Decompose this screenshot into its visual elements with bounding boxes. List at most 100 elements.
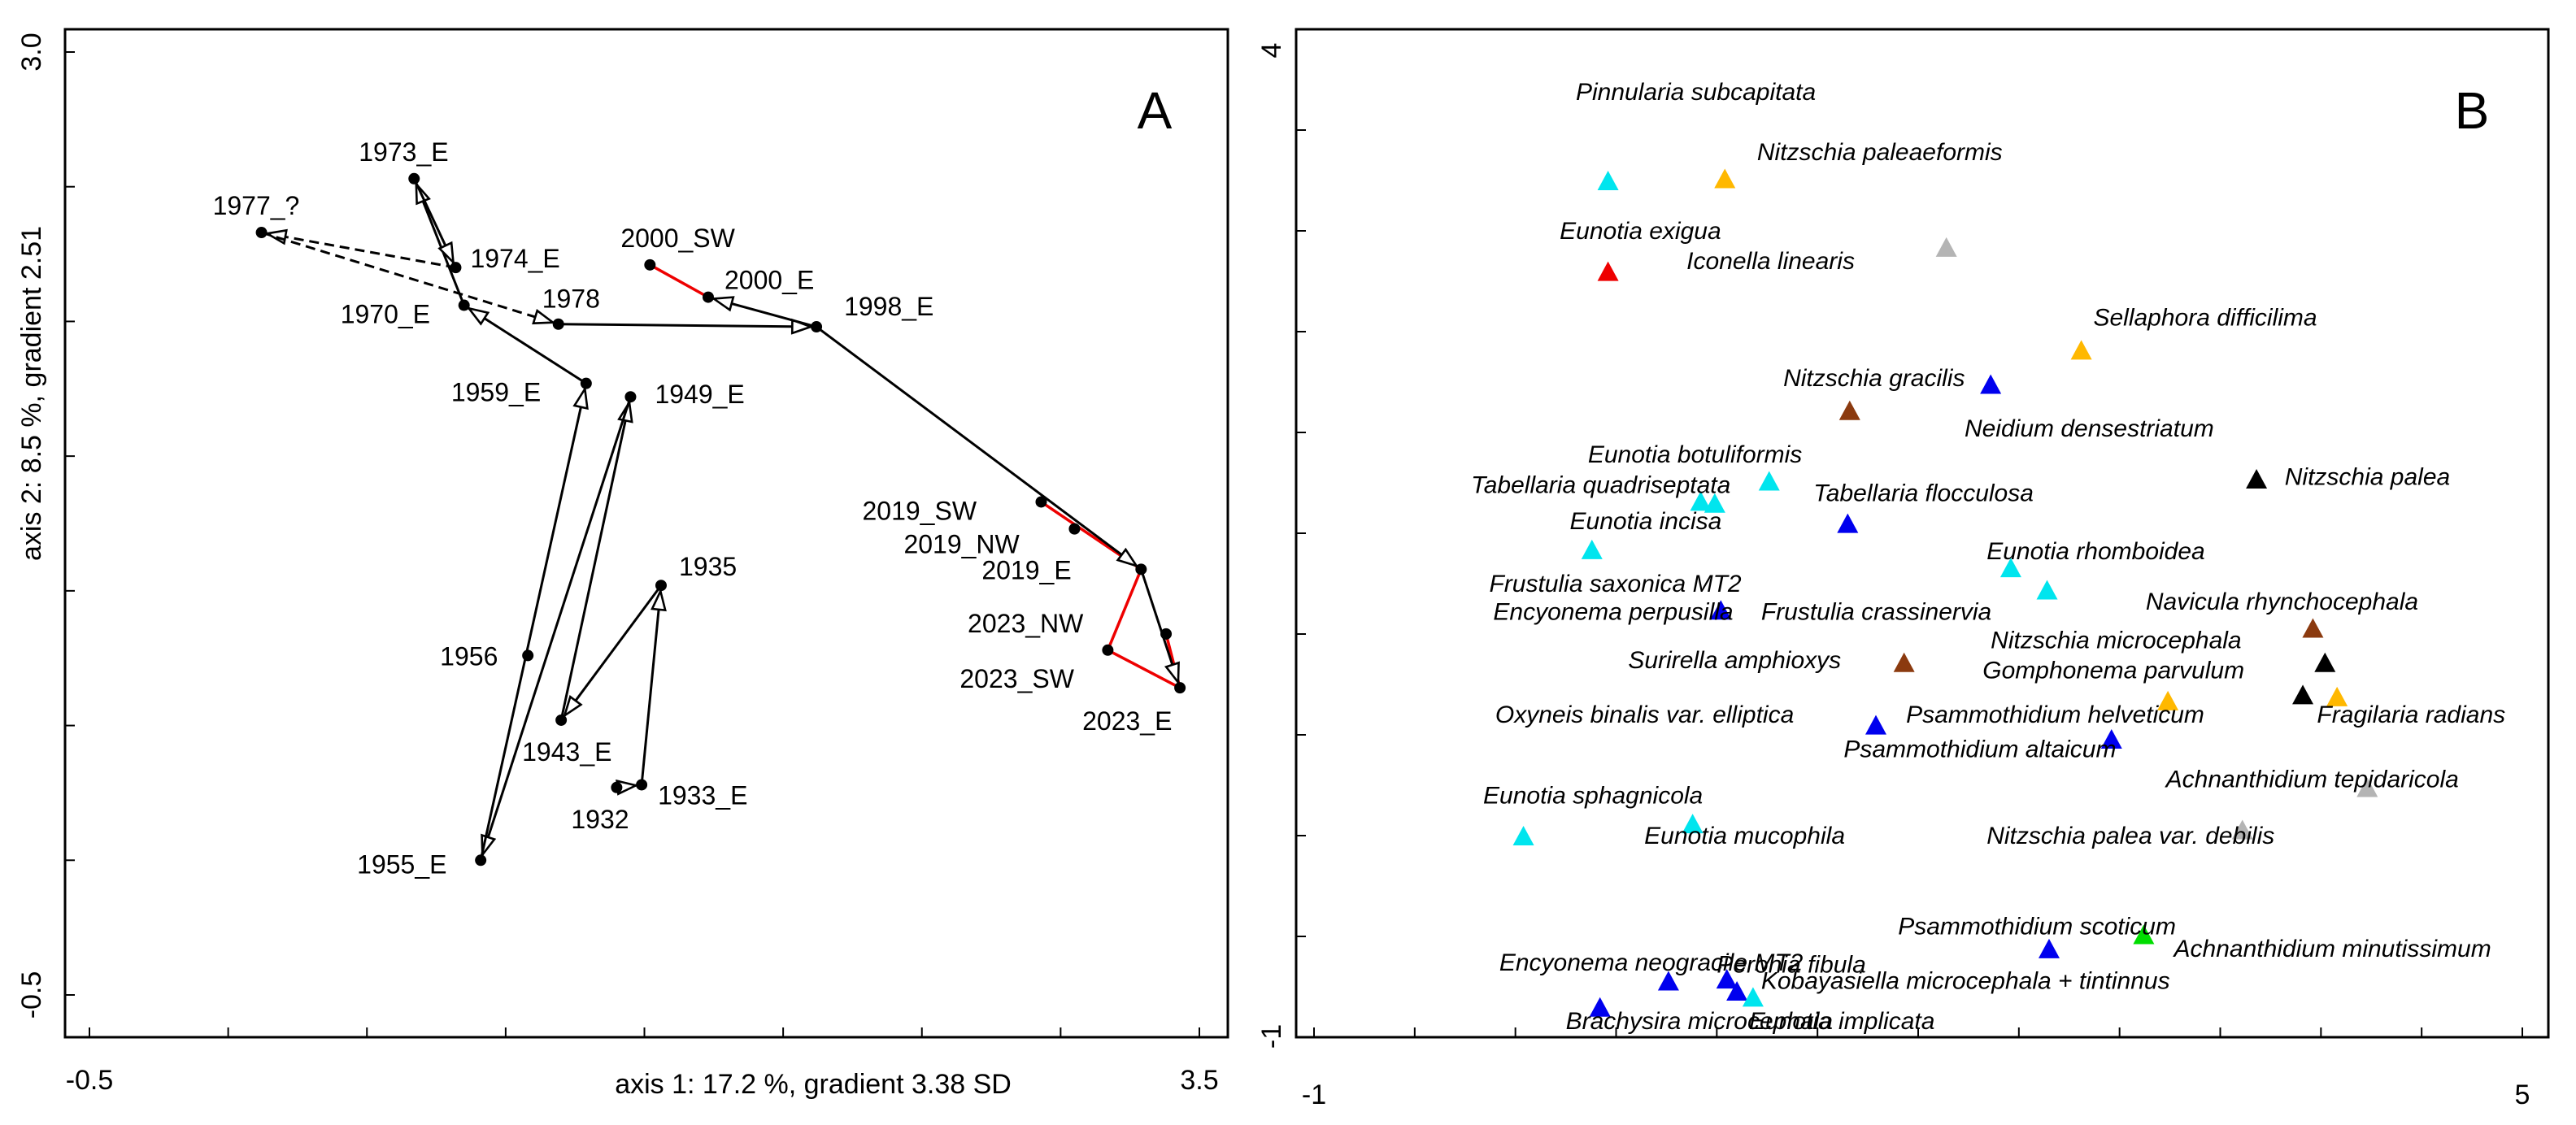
point-label-1998-e: 1998_E (844, 292, 933, 321)
species-label-kobayasiella-microcephala-tintinnus: Kobayasiella microcephala + tintinnus (1761, 967, 2170, 994)
panel-a-xtick-min: -0.5 (66, 1065, 114, 1096)
species-label-neidium-densestriatum: Neidium densestriatum (1965, 415, 2214, 442)
panel-b-xtick-max: 5 (2515, 1079, 2530, 1110)
panel-a: 1932 1933_E 1935 1943_E 1949_E 1955_E 1956 1959… (16, 28, 1229, 1100)
arrow-1955-e-to-1959-e (479, 389, 585, 861)
species-label-nitzschia-paleaeformis: Nitzschia paleaeformis (1757, 139, 2003, 166)
point-2000-e (702, 291, 714, 303)
point-label-1974-e: 1974_E (470, 244, 559, 273)
marker-psammothidium-scoticum (2038, 938, 2060, 958)
point-label-1955-e: 1955_E (357, 849, 446, 879)
arrow-1998-e-to-2019-e (816, 325, 1137, 566)
point-label-2023-nw: 2023_NW (968, 609, 1084, 638)
arrow-1974-e-to-1977 (267, 233, 456, 269)
panel-b-ticks (1296, 28, 2523, 1038)
marker-eunotia-rhomboidea (1999, 558, 2021, 578)
species-label-psammothidium-altaicum: Psammothidium altaicum (1843, 736, 2116, 762)
marker-sellaphora-difficilima (2070, 340, 2092, 360)
marker-eunotia-implicata (1742, 987, 1764, 1007)
species-label-nitzschia-palea-var-debilis: Nitzschia palea var. debilis (1986, 823, 2274, 849)
marker-eunotia-botuliformis (1758, 471, 1780, 491)
point-1959-e (580, 377, 592, 389)
marker-oxyneis-binalis-var-elliptica (1865, 715, 1886, 735)
panel-a-point-labels: 1932 1933_E 1935 1943_E 1949_E 1955_E 1956 1959… (213, 137, 1173, 880)
marker-encyonema-neogracile-mt2 (1657, 971, 1679, 991)
species-label-eunotia-sphagnicola: Eunotia sphagnicola (1483, 782, 1703, 809)
species-label-eunotia-incisa: Eunotia incisa (1570, 508, 1722, 535)
point-label-2019-e: 2019_E (981, 555, 1071, 584)
marker-peronia-fibula (1716, 969, 1738, 989)
species-label-eunotia-botuliformis: Eunotia botuliformis (1588, 441, 1802, 468)
arrow-1959-e-to-1970-e (469, 308, 587, 384)
marker-psammothidium-helveticum (2100, 728, 2122, 749)
species-label-eunotia-exigua: Eunotia exigua (1560, 218, 1721, 245)
arrow-1998-e-to-2000-e (714, 298, 817, 328)
marker-navicula-rhynchocephala (2302, 618, 2324, 638)
marker-fragilaria-radians (2326, 686, 2348, 706)
point-2019-nw (1068, 523, 1081, 535)
arrow-1973-e-to-1974-e (412, 178, 453, 263)
marker-gomphonema-parvulum (2157, 690, 2179, 710)
species-label-psammothidium-scoticum: Psammothidium scoticum (1898, 914, 2176, 940)
species-label-peronia-fibula: Peronia fibula (1717, 952, 1865, 979)
marker-surirella-amphioxys (1893, 652, 1915, 672)
panel-b-markers (1512, 168, 2378, 1017)
species-label-frustulia-saxonica-mt2: Frustulia saxonica MT2 (1489, 571, 1741, 597)
marker-nitzschia-paleaeformis (1714, 168, 1736, 189)
panel-a-ytick-max: 3.0 (16, 33, 47, 71)
point-1970-e (458, 299, 470, 311)
marker-frustulia-saxonica-mt2 (2036, 580, 2058, 600)
point-1943-e (555, 714, 568, 726)
marker-eunotia-mucophila (1682, 814, 1704, 834)
species-label-psammothidium-helveticum: Psammothidium helveticum (1906, 701, 2204, 728)
marker-gomphonema-parvulum-b (2292, 684, 2314, 705)
marker-tabellaria-quadriseptata-b (1704, 493, 1725, 513)
species-label-frustulia-crassinervia: Frustulia crassinervia (1761, 599, 1991, 626)
marker-iconella-linearis (1935, 237, 1957, 257)
arrow-1949-e-to-1955-e (482, 396, 632, 854)
marker-nitzschia-gracilis (1838, 400, 1860, 420)
panel-b-frame (1295, 28, 2550, 1039)
point-1978 (552, 318, 564, 330)
species-label-gomphonema-parvulum: Gomphonema parvulum (1982, 658, 2244, 684)
point-label-2023-e: 2023_E (1082, 706, 1172, 736)
point-1977 (255, 227, 268, 239)
point-label-2000-sw: 2000_SW (620, 224, 735, 253)
marker-pinnularia-subcapitata (1597, 171, 1619, 190)
arrow-1935-to-1943-e (564, 584, 663, 715)
panel-b-ytick-max: 4 (1256, 43, 1287, 59)
panel-b: Pinnularia subcapitata Nitzschia paleaefo… (1256, 28, 2550, 1110)
species-label-achnanthidium-minutissimum: Achnanthidium minutissimum (2173, 936, 2491, 962)
point-2023-sw (1102, 644, 1114, 656)
marker-tabellaria-flocculosa (1837, 513, 1859, 533)
panel-a-ticks (65, 51, 1200, 1037)
marker-nitzschia-palea (2246, 469, 2268, 489)
point-label-1949-e: 1949_E (655, 380, 744, 409)
species-label-nitzschia-gracilis: Nitzschia gracilis (1783, 365, 1965, 392)
arrow-1943-e-to-1949-e (559, 402, 629, 721)
red-link-2023-sw-2019-e (1106, 568, 1142, 651)
panel-a-frame (63, 28, 1229, 1039)
point-label-2023-sw: 2023_SW (959, 664, 1074, 693)
species-label-oxyneis-binalis-var-elliptica: Oxyneis binalis var. elliptica (1495, 701, 1794, 728)
species-label-pinnularia-subcapitata: Pinnularia subcapitata (1576, 79, 1816, 106)
red-link-2000-sw-2000-e (649, 263, 709, 299)
panel-a-xlabel: axis 1: 17.2 %, gradient 3.38 SD (615, 1069, 1012, 1100)
point-label-2019-sw: 2019_SW (862, 496, 977, 525)
arrow-2019-e-to-2023-e (1139, 568, 1178, 682)
panel-b-title: B (2455, 81, 2490, 140)
point-2019-sw (1035, 496, 1047, 508)
arrow-1978-to-1998-e (558, 324, 811, 327)
point-label-1943-e: 1943_E (522, 737, 611, 767)
point-label-1973-e: 1973_E (359, 137, 448, 167)
point-2000-sw (644, 258, 656, 271)
point-label-1933-e: 1933_E (658, 780, 747, 810)
marker-brachysira-microcephala (1589, 997, 1611, 1017)
panel-a-ytick-min: -0.5 (16, 971, 47, 1019)
point-1932 (611, 781, 623, 793)
species-label-nitzschia-palea: Nitzschia palea (2285, 463, 2450, 490)
species-label-eunotia-rhomboidea: Eunotia rhomboidea (1986, 538, 2205, 565)
marker-eunotia-incisa (1581, 539, 1603, 559)
point-label-1935: 1935 (679, 552, 737, 581)
